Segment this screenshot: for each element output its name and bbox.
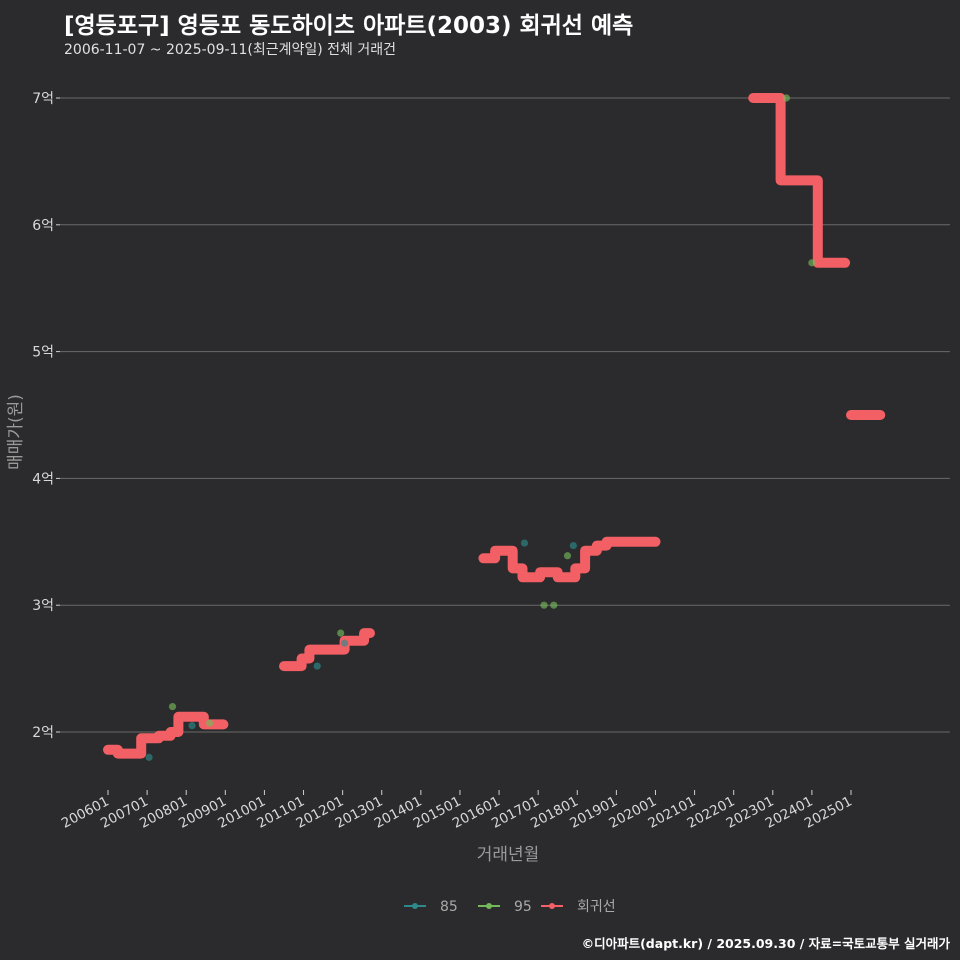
point-series-95 [550, 601, 558, 609]
legend-item-95: 95 [478, 899, 532, 915]
point-series-95 [337, 629, 345, 637]
point-series-85 [520, 539, 529, 547]
point-series-95 [206, 719, 214, 727]
grid-lines [60, 97, 950, 733]
data-points [145, 94, 816, 761]
point-series-95 [540, 601, 548, 609]
y-tick-label: 5억 [32, 345, 54, 361]
y-axis-title: 매매가(원) [6, 394, 26, 470]
legend-key-point [412, 903, 418, 909]
y-tick-label: 7억 [32, 91, 54, 107]
point-series-95 [563, 552, 572, 560]
regression-line [103, 93, 886, 759]
legend-item-회귀선: 회귀선 [541, 899, 616, 915]
x-axis-ticks: 2006012007012008012009012010012011012012… [59, 790, 855, 832]
regression-segment-1 [103, 711, 229, 759]
point-series-95 [782, 94, 791, 102]
y-axis-ticks: 2억 3억 4억 5억 6억 7억 [32, 91, 60, 741]
point-series-85 [313, 662, 321, 670]
x-axis-title: 거래년월 [477, 845, 540, 865]
legend-key-point [549, 903, 555, 909]
point-series-85 [569, 542, 577, 550]
y-tick-label: 4억 [32, 471, 54, 487]
legend-item-85: 85 [404, 899, 458, 915]
regression-segment-4 [748, 93, 851, 268]
regression-segment-3 [478, 536, 661, 583]
y-tick-label: 2억 [32, 725, 54, 741]
y-tick-label: 6억 [32, 218, 54, 234]
point-series-85 [340, 639, 349, 647]
legend: 85 95 회귀선 [404, 899, 616, 915]
legend-key-point [486, 903, 492, 909]
legend-label: 95 [514, 899, 532, 915]
footer-credit: ©디아파트(dapt.kr) / 2025.09.30 / 자료=국토교통부 실… [581, 936, 950, 951]
point-series-95 [168, 703, 177, 711]
point-series-85 [188, 722, 196, 730]
regression-segment-2 [279, 628, 375, 672]
chart-subtitle: 2006-11-07 ~ 2025-09-11(최근계약일) 전체 거래건 [64, 42, 396, 58]
y-tick-label: 3억 [32, 598, 54, 614]
point-series-85 [145, 753, 153, 761]
legend-label: 회귀선 [577, 899, 616, 915]
point-series-95 [808, 259, 816, 267]
legend-label: 85 [440, 899, 458, 915]
chart-title: [영등포구] 영등포 동도하이츠 아파트(2003) 회귀선 예측 [64, 13, 634, 39]
